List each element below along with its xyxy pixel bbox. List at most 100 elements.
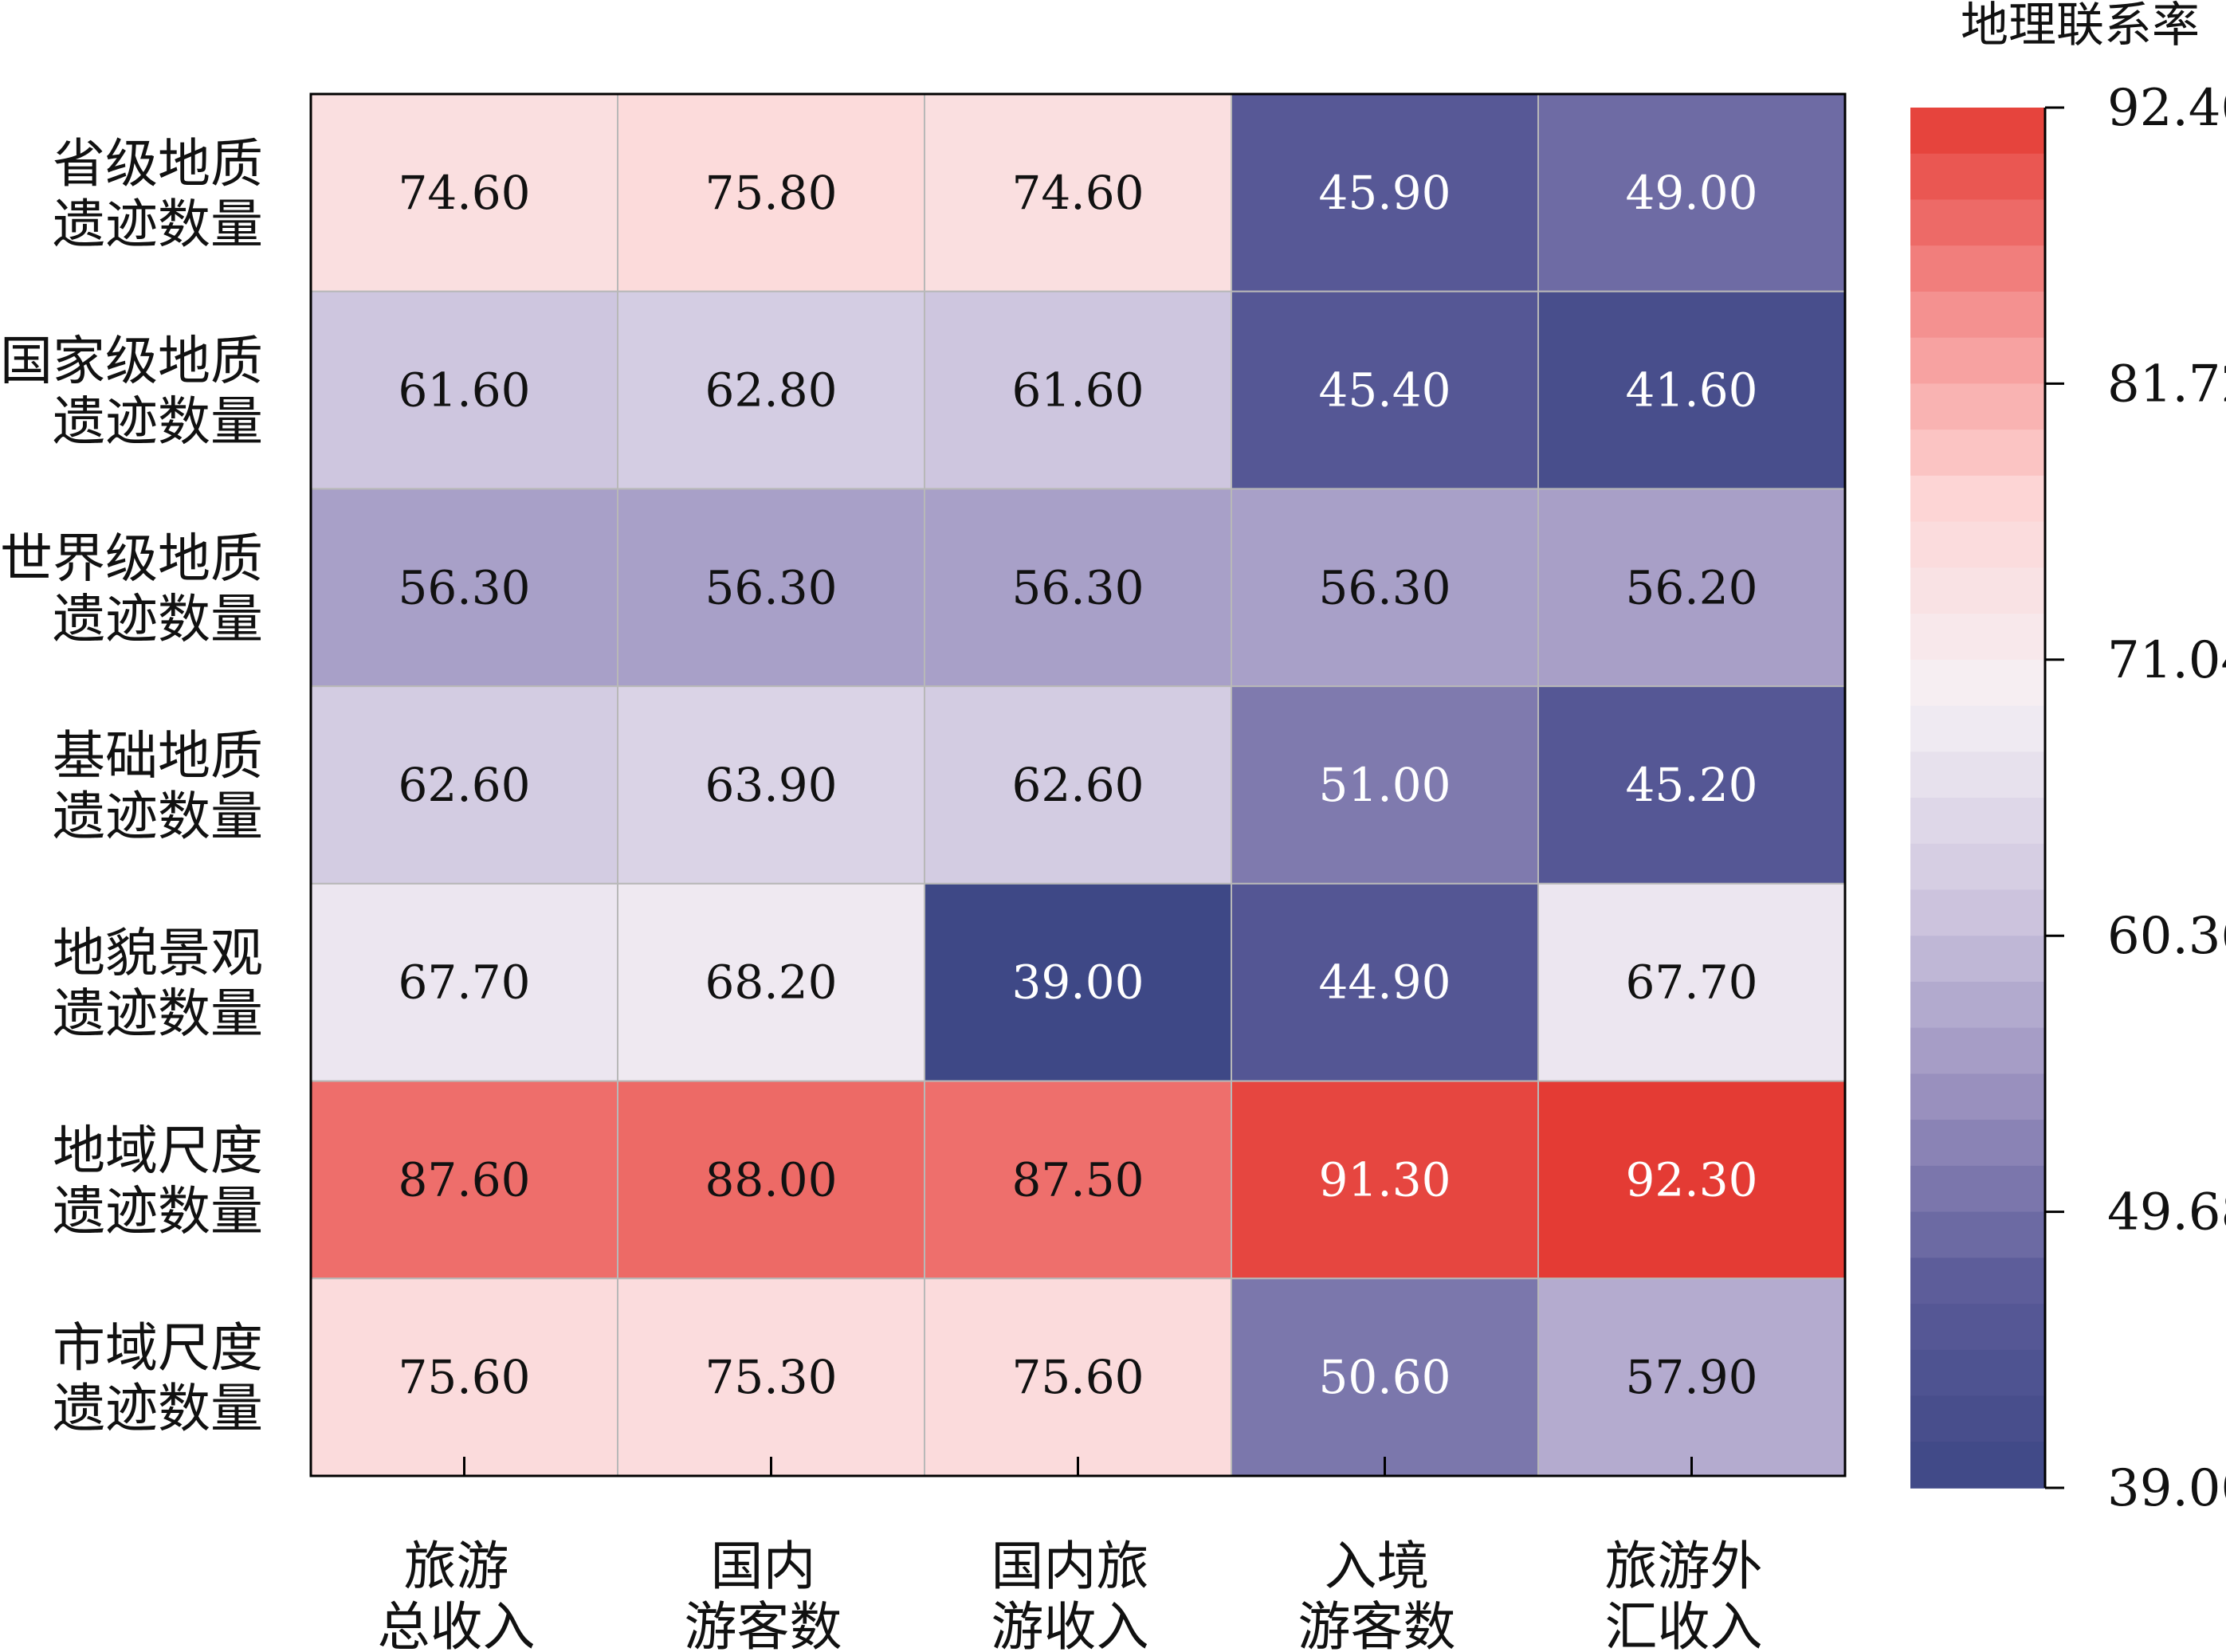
heatmap-cell: [1537, 93, 1846, 292]
cell-value-label: 56.30: [1011, 560, 1144, 614]
cell-value-label: 62.60: [1011, 758, 1144, 812]
cell-value-label: 61.60: [398, 363, 530, 418]
column-label: 游客数: [685, 1596, 842, 1652]
colorbar-band: [1910, 291, 2045, 339]
row-label: 基础地质: [53, 725, 263, 787]
colorbar-band: [1910, 705, 2045, 753]
row-label: 世界级地质: [0, 528, 263, 589]
row-label: 地貌景观: [53, 923, 263, 984]
heatmap-cell: [924, 685, 1232, 885]
row-label: 遗迹数量: [53, 1180, 263, 1242]
colorbar-band: [1910, 1442, 2045, 1489]
heatmap-cell: [310, 1277, 618, 1477]
cell-value-label: 67.70: [1625, 955, 1757, 1010]
heatmap-cell: [1537, 685, 1846, 885]
cell-value-label: 74.60: [398, 166, 530, 220]
column-label: 国内旅: [991, 1536, 1149, 1597]
cell-value-label: 75.80: [705, 166, 837, 220]
column-label: 旅游: [404, 1536, 509, 1597]
cell-value-label: 87.50: [1011, 1152, 1144, 1207]
heatmap-cell: [617, 882, 925, 1082]
heatmap-cell: [924, 1080, 1232, 1280]
cell-value-label: 41.60: [1625, 363, 1757, 418]
heatmap-cell: [1231, 1080, 1539, 1280]
column-label: 入境: [1325, 1536, 1430, 1597]
colorbar-tick-label: 81.72: [2107, 355, 2226, 414]
colorbar-band: [1910, 614, 2045, 661]
cell-value-label: 92.30: [1625, 1152, 1757, 1207]
heatmap-cell: [1231, 1277, 1539, 1477]
column-label: 总收入: [378, 1596, 536, 1652]
colorbar-band: [1910, 1395, 2045, 1443]
cell-value-label: 63.90: [705, 758, 837, 812]
row-label: 市域尺度: [53, 1317, 263, 1379]
colorbar-band: [1910, 521, 2045, 569]
cell-value-label: 91.30: [1318, 1152, 1451, 1207]
colorbar-band: [1910, 1304, 2045, 1351]
colorbar-band: [1910, 1258, 2045, 1305]
heatmap-cell: [617, 685, 925, 885]
colorbar-band: [1910, 936, 2045, 983]
heatmap-cell: [1537, 1277, 1846, 1477]
heatmap-cell: [1537, 290, 1846, 490]
cell-value-label: 62.60: [398, 758, 530, 812]
colorbar-tick-label: 49.68: [2107, 1183, 2226, 1242]
heatmap-cell: [924, 882, 1232, 1082]
colorbar-tick-label: 71.04: [2107, 631, 2226, 690]
cell-value-label: 45.40: [1318, 363, 1451, 418]
row-label: 地域尺度: [53, 1120, 263, 1181]
heatmap-cell: [617, 93, 925, 292]
colorbar-tick-label: 39.00: [2107, 1459, 2226, 1518]
heatmap-cell: [924, 488, 1232, 688]
colorbar: 地理联系率 92.40 81.72 71.04 60.36 49.68 39.00: [1910, 0, 2226, 1518]
colorbar-band: [1910, 567, 2045, 614]
heatmap-cell: [310, 882, 618, 1082]
colorbar-band: [1910, 889, 2045, 936]
heatmap-cell: [924, 290, 1232, 490]
colorbar-tick-label: 92.40: [2107, 79, 2226, 138]
cell-value-label: 75.60: [1011, 1350, 1144, 1404]
heatmap-cell: [1231, 488, 1539, 688]
heatmap-cell: [310, 290, 618, 490]
cell-value-label: 56.30: [398, 560, 530, 614]
cell-value-label: 45.90: [1318, 166, 1451, 220]
cell-value-label: 56.30: [705, 560, 837, 614]
colorbar-band: [1910, 798, 2045, 845]
column-label: 旅游外: [1605, 1536, 1763, 1597]
column-label: 国内: [711, 1536, 816, 1597]
column-label: 游客数: [1298, 1596, 1456, 1652]
cell-value-label: 88.00: [705, 1152, 837, 1207]
cell-value-label: 39.00: [1011, 955, 1144, 1010]
colorbar-band: [1910, 1027, 2045, 1075]
cell-value-label: 56.20: [1625, 560, 1757, 614]
cell-value-label: 50.60: [1318, 1350, 1451, 1404]
colorbar-band: [1910, 1073, 2045, 1120]
colorbar-band: [1910, 475, 2045, 523]
heatmap-cell: [617, 488, 925, 688]
heatmap-cell: [1537, 882, 1846, 1082]
row-label: 遗迹数量: [53, 588, 263, 649]
row-label: 遗迹数量: [53, 983, 263, 1045]
colorbar-band: [1910, 1211, 2045, 1259]
cell-value-label: 67.70: [398, 955, 530, 1010]
colorbar-band: [1910, 430, 2045, 477]
cell-value-label: 49.00: [1625, 166, 1757, 220]
colorbar-band: [1910, 337, 2045, 385]
heatmap-cell: [1537, 488, 1846, 688]
colorbar-band: [1910, 108, 2045, 155]
cell-value-label: 56.30: [1318, 560, 1451, 614]
heatmap-cell: [617, 290, 925, 490]
heatmap-cell: [310, 93, 618, 292]
cell-value-label: 44.90: [1318, 955, 1451, 1010]
colorbar-band: [1910, 659, 2045, 707]
row-label: 遗迹数量: [53, 1378, 263, 1439]
row-label: 遗迹数量: [53, 391, 263, 453]
cell-value-label: 75.60: [398, 1350, 530, 1404]
colorbar-tick-label: 60.36: [2107, 907, 2226, 966]
heatmap-cell: [1231, 685, 1539, 885]
cell-value-label: 87.60: [398, 1152, 530, 1207]
colorbar-band: [1910, 153, 2045, 201]
colorbar-band: [1910, 843, 2045, 891]
